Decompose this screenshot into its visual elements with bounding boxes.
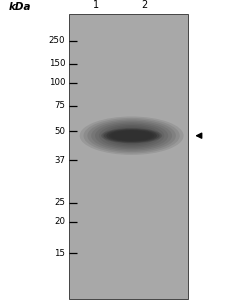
- Text: 15: 15: [54, 249, 65, 258]
- Ellipse shape: [106, 126, 157, 145]
- Ellipse shape: [112, 131, 152, 141]
- Ellipse shape: [99, 124, 164, 148]
- Text: 1: 1: [92, 0, 99, 10]
- Text: 25: 25: [54, 198, 65, 207]
- Ellipse shape: [109, 130, 154, 141]
- Text: kDa: kDa: [9, 2, 32, 12]
- Bar: [69, 14, 188, 299]
- Ellipse shape: [110, 128, 153, 144]
- Text: 2: 2: [141, 0, 147, 10]
- Ellipse shape: [91, 121, 172, 151]
- Text: 100: 100: [49, 78, 65, 87]
- Text: 150: 150: [49, 59, 65, 68]
- Ellipse shape: [83, 118, 180, 154]
- Ellipse shape: [114, 131, 149, 140]
- Ellipse shape: [106, 130, 157, 142]
- Ellipse shape: [101, 128, 162, 143]
- Text: 50: 50: [54, 127, 65, 136]
- Ellipse shape: [80, 116, 184, 155]
- Text: 250: 250: [49, 36, 65, 45]
- Text: 20: 20: [54, 217, 65, 226]
- Text: 75: 75: [54, 101, 65, 111]
- Ellipse shape: [104, 129, 160, 142]
- Ellipse shape: [103, 125, 161, 146]
- Ellipse shape: [87, 119, 176, 152]
- Text: 37: 37: [54, 156, 65, 165]
- Ellipse shape: [95, 122, 168, 149]
